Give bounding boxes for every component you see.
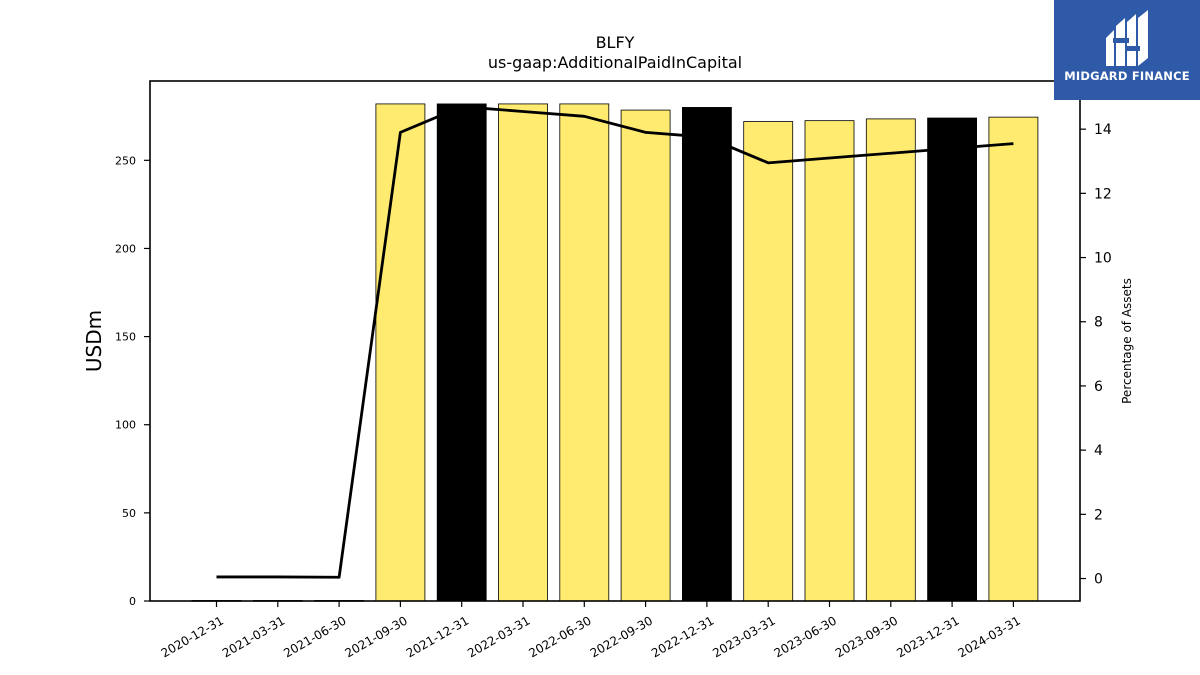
x-tick-label: 2023-06-30 bbox=[772, 613, 839, 660]
bar bbox=[559, 103, 610, 602]
x-tick-label: 2022-06-30 bbox=[526, 613, 593, 660]
y-tick-label: 200 bbox=[115, 242, 136, 255]
bar bbox=[498, 103, 548, 602]
mf-monogram-icon bbox=[1106, 10, 1148, 66]
bar bbox=[436, 103, 487, 602]
x-tick-label: 2021-12-31 bbox=[404, 613, 471, 660]
chart-subtitle: us-gaap:AdditionalPaidInCapital bbox=[488, 53, 742, 72]
x-tick-label: 2021-06-30 bbox=[281, 613, 348, 660]
y2-tick-label: 14 bbox=[1094, 122, 1112, 138]
y2-axis-label: Percentage of Assets bbox=[1120, 278, 1134, 404]
bar-group bbox=[191, 103, 1039, 602]
bar bbox=[682, 107, 732, 602]
y2-tick-label: 2 bbox=[1094, 507, 1103, 523]
y-tick-label: 250 bbox=[115, 154, 136, 167]
bar bbox=[375, 103, 426, 602]
x-tick-label: 2022-03-31 bbox=[465, 613, 532, 660]
line-layer bbox=[216, 105, 1014, 579]
bar bbox=[988, 116, 1039, 602]
y2-tick-label: 0 bbox=[1094, 572, 1103, 588]
bar bbox=[804, 120, 855, 602]
y2-tick-label: 4 bbox=[1094, 443, 1103, 459]
brand-logo: MIDGARD FINANCE bbox=[1054, 0, 1200, 100]
x-tick-label: 2023-12-31 bbox=[894, 613, 961, 660]
x-tick-label: 2022-12-31 bbox=[649, 613, 716, 660]
y-tick-label: 150 bbox=[115, 331, 136, 344]
x-tick-label: 2023-03-31 bbox=[710, 613, 777, 660]
y-tick-label: 100 bbox=[115, 419, 136, 432]
x-tick-label: 2023-09-30 bbox=[833, 613, 900, 660]
x-tick-label: 2022-09-30 bbox=[588, 613, 655, 660]
bar bbox=[865, 118, 916, 602]
y-tick-label: 0 bbox=[129, 595, 136, 608]
y2-tick-label: 10 bbox=[1094, 251, 1112, 267]
y-tick-label: 50 bbox=[122, 507, 136, 520]
percentage-line bbox=[216, 105, 1014, 579]
right-axis: 0 2 4 6 8 10 12 14 bbox=[1080, 122, 1112, 588]
x-tick-label: 2021-03-31 bbox=[220, 613, 287, 660]
x-axis: 2020-12-312021-03-312021-06-302021-09-30… bbox=[159, 601, 1023, 660]
chart-title: BLFY bbox=[596, 33, 635, 52]
bar bbox=[743, 121, 794, 602]
y-axis-label: USDm bbox=[82, 310, 106, 372]
x-tick-label: 2021-09-30 bbox=[342, 613, 409, 660]
left-axis: 0 50 100 150 200 250 bbox=[115, 154, 150, 608]
brand-name: MIDGARD FINANCE bbox=[1064, 69, 1190, 83]
bar bbox=[620, 109, 671, 602]
x-tick-label: 2024-03-31 bbox=[955, 613, 1022, 660]
bar bbox=[927, 117, 977, 602]
plot-frame bbox=[149, 80, 1081, 602]
y2-tick-label: 12 bbox=[1094, 186, 1112, 202]
y2-tick-label: 6 bbox=[1094, 379, 1103, 395]
y2-tick-label: 8 bbox=[1094, 315, 1103, 331]
x-tick-label: 2020-12-31 bbox=[159, 613, 226, 660]
